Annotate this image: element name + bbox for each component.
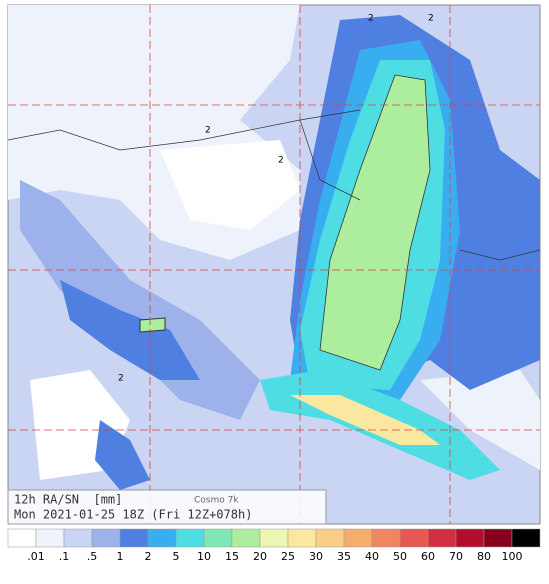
contour-label: 2 <box>205 126 211 136</box>
colorbar-label: 30 <box>309 550 323 563</box>
colorbar: .01.1.5 1 2 5 10 15 20 25 30 35 40 50 60 70 80 100 <box>7 528 541 563</box>
contour-label: 2 <box>278 156 284 166</box>
colorbar-swatch <box>231 528 261 548</box>
precip-band <box>290 395 440 445</box>
colorbar-swatch <box>63 528 93 548</box>
colorbar-label: 5 <box>173 550 180 563</box>
precip-band <box>20 180 260 420</box>
colorbar-label: 80 <box>477 550 491 563</box>
colorbar-label: .5 <box>87 550 98 563</box>
colorbar-label: .1 <box>59 550 70 563</box>
precip-cell <box>139 317 166 333</box>
colorbar-swatch <box>427 528 457 548</box>
colorbar-swatch <box>399 528 429 548</box>
colorbar-label: 25 <box>281 550 295 563</box>
model-name: Cosmo 7k <box>194 496 239 506</box>
colorbar-label: 40 <box>365 550 379 563</box>
contour-label: 2 <box>368 14 374 24</box>
contour-label: 2 <box>428 14 434 24</box>
colorbar-swatch <box>175 528 205 548</box>
contour-label: 2 <box>118 374 124 384</box>
colorbar-label: 100 <box>502 550 523 563</box>
colorbar-swatch <box>259 528 289 548</box>
colorbar-label: 70 <box>449 550 463 563</box>
colorbar-swatch <box>511 528 541 548</box>
colorbar-label: 10 <box>197 550 211 563</box>
colorbar-swatch <box>35 528 65 548</box>
colorbar-swatch <box>7 528 37 548</box>
colorbar-swatch <box>287 528 317 548</box>
colorbar-swatch <box>483 528 513 548</box>
colorbar-swatch <box>371 528 401 548</box>
colorbar-swatch <box>315 528 345 548</box>
colorbar-swatch <box>203 528 233 548</box>
colorbar-swatch <box>147 528 177 548</box>
dry-area <box>160 140 300 230</box>
precip-cell <box>95 420 150 490</box>
colorbar-swatch <box>119 528 149 548</box>
colorbar-label: 15 <box>225 550 239 563</box>
colorbar-swatch <box>91 528 121 548</box>
borders <box>7 109 541 261</box>
info-box <box>7 489 327 525</box>
colorbar-label: 1 <box>117 550 124 563</box>
precip-green <box>319 74 431 371</box>
colorbar-label: 20 <box>253 550 267 563</box>
colorbar-label: 50 <box>393 550 407 563</box>
colorbar-label: 35 <box>337 550 351 563</box>
colorbar-label: .01 <box>27 550 45 563</box>
product-title: 12h RA/SN [mm] <box>14 493 122 507</box>
valid-time: Mon 2021-01-25 18Z (Fri 12Z+078h) <box>14 508 252 522</box>
colorbar-swatch <box>455 528 485 548</box>
colorbar-label: 2 <box>145 550 152 563</box>
map: 2 2 2 2 2 12h RA/SN [mm] Cosmo 7k Mon 20… <box>7 4 541 525</box>
colorbar-swatch <box>343 528 373 548</box>
precip-band <box>60 280 200 380</box>
colorbar-label: 60 <box>421 550 435 563</box>
graticule <box>8 5 540 524</box>
